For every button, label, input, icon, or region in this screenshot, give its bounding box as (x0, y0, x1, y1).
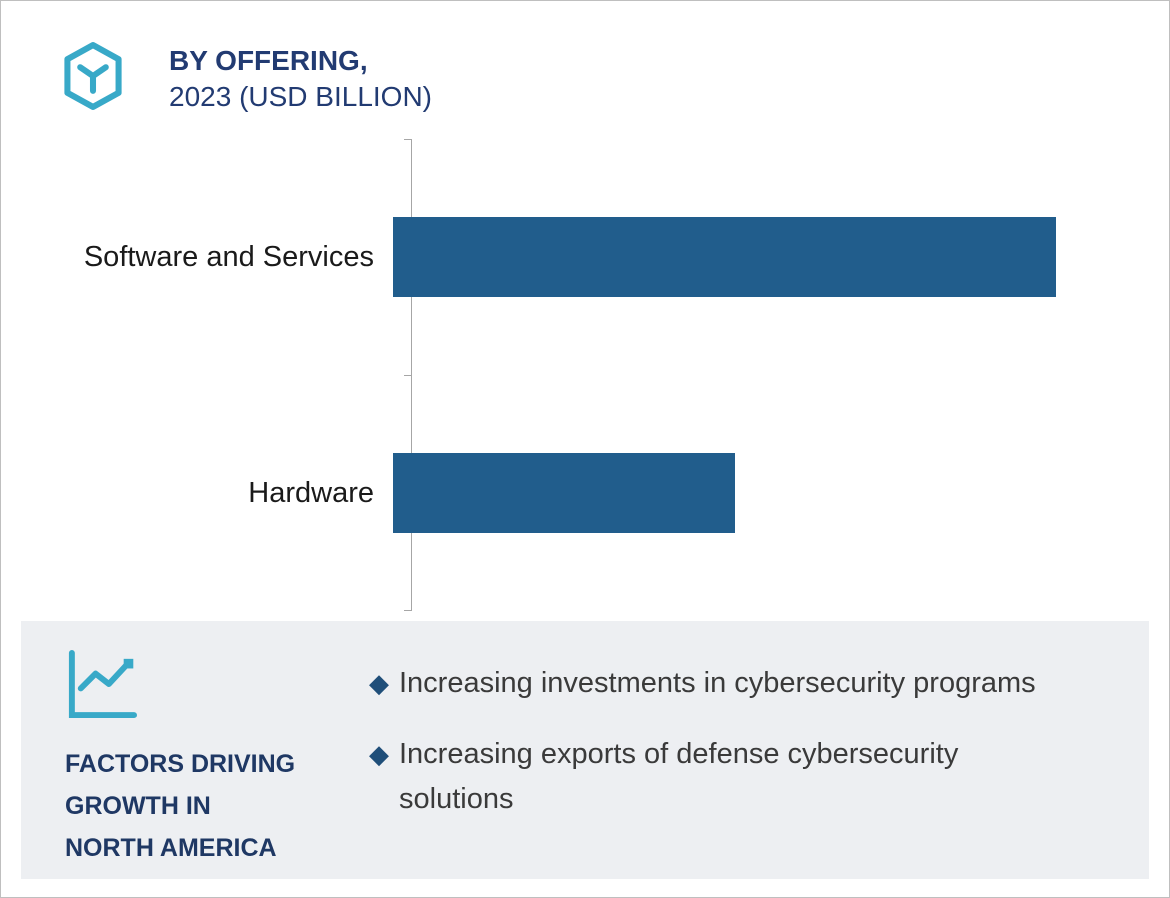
chart-rows: Software and Services Hardware (1, 139, 1151, 611)
diamond-bullet-icon: ◆ (369, 739, 389, 769)
factor-bullet-text: Increasing investments in cybersecurity … (399, 667, 1036, 699)
chart-row: Software and Services (1, 139, 1151, 375)
bar (393, 217, 1056, 297)
bar-chart: Software and Services Hardware (1, 139, 1151, 611)
factors-heading-line3: NORTH AMERICA (65, 834, 277, 862)
factor-bullet-text: Increasing exports of defense cybersecur… (399, 738, 959, 815)
factor-bullet-item: ◆ Increasing exports of defense cybersec… (369, 732, 1069, 822)
axis-tick (404, 375, 412, 376)
factors-heading-line2: GROWTH IN (65, 792, 211, 820)
diamond-bullet-icon: ◆ (369, 668, 389, 698)
chart-title-line1: BY OFFERING, (169, 45, 368, 76)
factors-panel: FACTORS DRIVING GROWTH IN NORTH AMERICA … (21, 621, 1149, 879)
chart-row: Hardware (1, 375, 1151, 611)
line-chart-icon (63, 647, 137, 721)
bar (393, 453, 735, 533)
axis-tick (404, 139, 412, 140)
hexagon-logo-icon (59, 41, 127, 111)
category-label: Software and Services (83, 240, 374, 273)
category-label: Hardware (248, 476, 374, 509)
chart-title-line2: 2023 (USD BILLION) (169, 81, 432, 112)
factors-bullet-list: ◆ Increasing investments in cybersecurit… (369, 661, 1069, 848)
factor-bullet-item: ◆ Increasing investments in cybersecurit… (369, 661, 1069, 706)
factors-heading-line1: FACTORS DRIVING (65, 750, 296, 778)
axis-tick (404, 610, 412, 611)
factors-heading: FACTORS DRIVING GROWTH IN NORTH AMERICA (65, 743, 335, 869)
chart-title: BY OFFERING, 2023 (USD BILLION) (169, 43, 432, 115)
